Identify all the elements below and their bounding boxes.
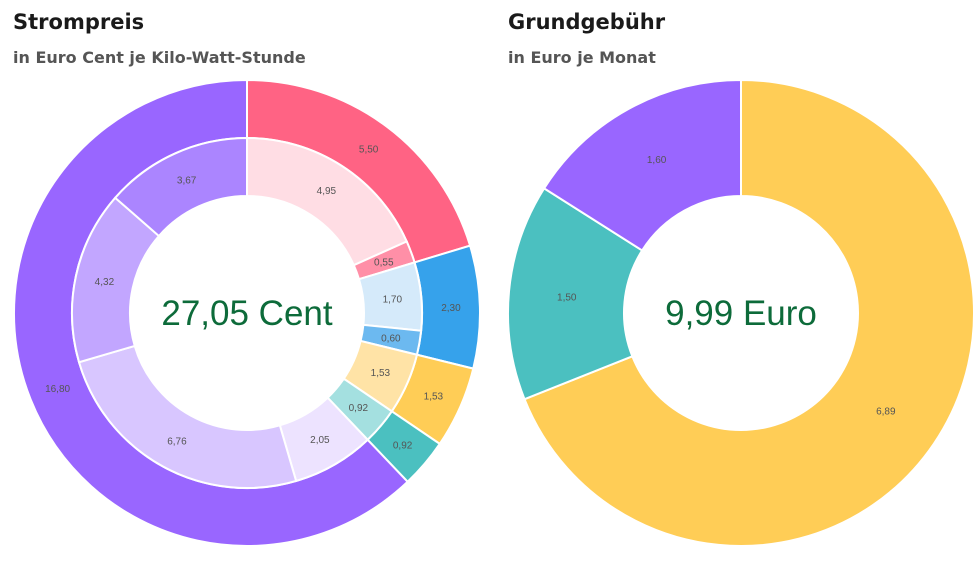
grundgebuehr-segment-1[interactable] xyxy=(507,186,644,401)
strompreis-inner-label-1: 0,55 xyxy=(374,257,394,268)
strompreis-inner-label-4: 1,53 xyxy=(371,368,391,379)
grundgebuehr-label-2: 1,60 xyxy=(647,155,667,166)
grundgebuehr-subtitle: in Euro je Monat xyxy=(508,48,656,67)
grundgebuehr-label-1: 1,50 xyxy=(557,292,577,303)
strompreis-inner-segment-9[interactable] xyxy=(113,136,248,238)
grundgebuehr-segment-0[interactable] xyxy=(523,78,976,547)
grundgebuehr-donut: 6,89 1,50 1,60 9,99 Euro xyxy=(507,78,976,547)
strompreis-inner-label-9: 3,67 xyxy=(177,176,197,187)
grundgebuehr-label-0: 6,89 xyxy=(876,407,896,418)
strompreis-outer-label-2: 1,53 xyxy=(424,391,444,402)
strompreis-subtitle: in Euro Cent je Kilo-Watt-Stunde xyxy=(13,48,306,67)
strompreis-donut: 5,50 2,30 1,53 0,92 16,80 4,95 0,55 1,70 0,60 1,5… xyxy=(13,78,481,547)
strompreis-title: Strompreis xyxy=(13,10,145,34)
grundgebuehr-segment-2[interactable] xyxy=(542,78,742,252)
strompreis-center-label: 27,05 Cent xyxy=(161,294,333,333)
strompreis-inner-label-0: 4,95 xyxy=(317,186,337,197)
strompreis-outer-label-3: 0,92 xyxy=(393,440,413,451)
strompreis-outer-label-0: 5,50 xyxy=(359,145,379,156)
strompreis-inner-label-7: 6,76 xyxy=(167,437,187,448)
strompreis-inner-label-2: 1,70 xyxy=(383,295,403,306)
strompreis-inner-label-8: 4,32 xyxy=(95,277,115,288)
strompreis-outer-label-4: 16,80 xyxy=(45,384,70,395)
strompreis-inner-label-5: 0,92 xyxy=(349,403,369,414)
grundgebuehr-center-label: 9,99 Euro xyxy=(665,294,817,333)
grundgebuehr-title: Grundgebühr xyxy=(508,10,666,34)
strompreis-inner-label-3: 0,60 xyxy=(381,333,401,344)
strompreis-inner-label-6: 2,05 xyxy=(310,435,330,446)
strompreis-outer-label-1: 2,30 xyxy=(441,303,461,314)
